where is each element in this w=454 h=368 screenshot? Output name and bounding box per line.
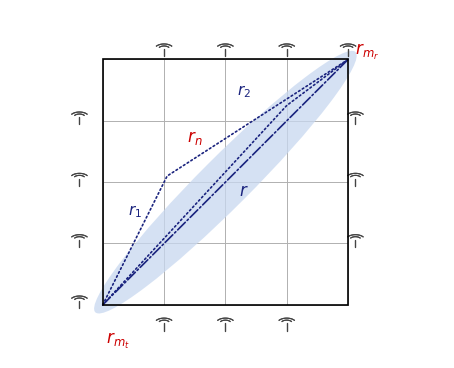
Text: $r_1$: $r_1$: [128, 203, 142, 220]
Bar: [103, 60, 348, 305]
Text: $\mathit{r}$: $\mathit{r}$: [239, 183, 249, 200]
Text: $r_2$: $r_2$: [237, 83, 251, 100]
Text: $\mathbf{\mathit{r}}_{m_t}$: $\mathbf{\mathit{r}}_{m_t}$: [106, 330, 129, 351]
Text: $\mathbf{\mathit{r}}_{m_r}$: $\mathbf{\mathit{r}}_{m_r}$: [355, 42, 380, 62]
Text: $\mathbf{\mathit{r}}_n$: $\mathbf{\mathit{r}}_n$: [187, 129, 202, 147]
Ellipse shape: [94, 51, 357, 314]
